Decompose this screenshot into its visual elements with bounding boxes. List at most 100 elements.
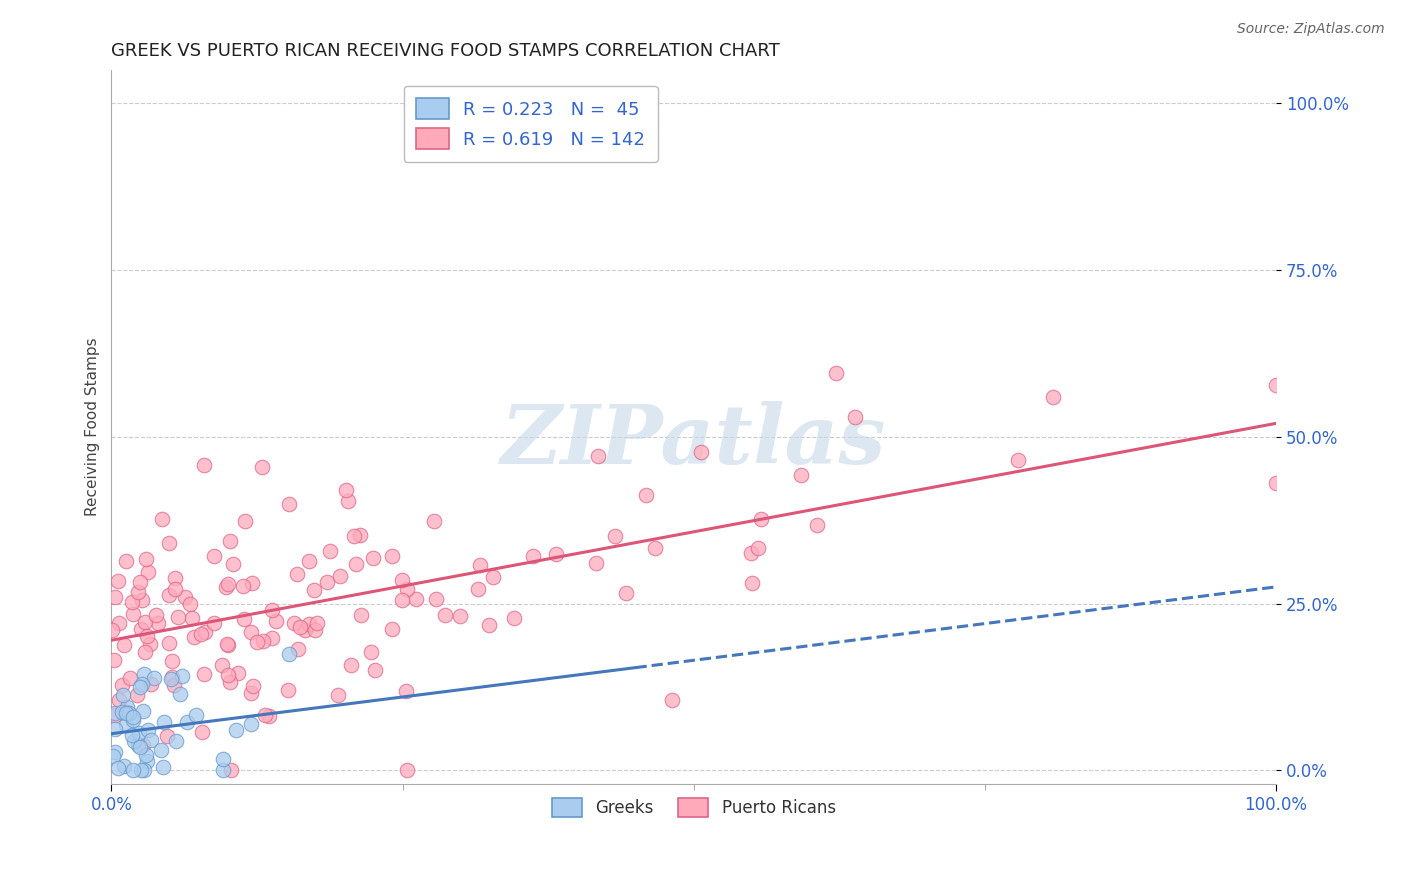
Point [260,632,283,646]
Point [163,582,186,597]
Point [423,514,446,528]
Point [546,547,568,561]
Point [740,546,762,560]
Point [294,623,316,637]
Point [217,637,239,651]
Point [232,612,254,626]
Point [288,620,311,634]
Point [349,528,371,542]
Point [122,710,145,724]
Point [1265,476,1288,491]
Point [304,623,326,637]
Point [425,591,447,606]
Y-axis label: Receiving Food Stamps: Receiving Food Stamps [86,337,100,516]
Point [661,692,683,706]
Point [825,366,848,380]
Point [218,533,240,548]
Point [115,718,138,732]
Point [252,633,274,648]
Point [254,707,277,722]
Point [104,746,127,760]
Point [287,642,309,657]
Point [107,574,129,588]
Point [790,467,813,482]
Point [603,529,626,543]
Point [1265,377,1288,392]
Point [101,624,124,638]
Point [361,551,384,566]
Point [222,557,245,571]
Point [335,483,357,497]
Point [194,624,217,639]
Point [117,700,139,714]
Point [150,742,173,756]
Point [180,610,202,624]
Point [225,723,247,737]
Point [134,645,156,659]
Point [132,738,155,752]
Point [129,623,152,637]
Point [360,645,382,659]
Point [153,714,176,729]
Point [522,549,544,563]
Point [298,617,321,632]
Point [741,575,763,590]
Point [139,677,162,691]
Legend: Greeks, Puerto Ricans: Greeks, Puerto Ricans [543,789,844,825]
Point [337,493,360,508]
Point [122,734,145,748]
Point [449,608,471,623]
Text: ZIPatlas: ZIPatlas [501,401,887,481]
Point [103,722,125,736]
Point [340,657,363,672]
Point [166,609,188,624]
Point [104,706,127,720]
Point [111,705,134,719]
Point [115,705,138,719]
Point [193,667,215,681]
Point [749,512,772,526]
Point [191,724,214,739]
Point [127,688,149,702]
Point [350,607,373,622]
Point [132,704,155,718]
Point [467,582,489,596]
Point [264,615,287,629]
Point [381,622,404,636]
Point [302,583,325,598]
Point [219,674,242,689]
Point [129,575,152,590]
Point [143,671,166,685]
Point [1042,390,1064,404]
Point [111,678,134,692]
Point [212,763,235,777]
Point [277,497,299,511]
Point [747,541,769,555]
Point [129,739,152,754]
Point [112,759,135,773]
Point [112,638,135,652]
Point [343,529,366,543]
Point [260,603,283,617]
Point [278,647,301,661]
Point [246,635,269,649]
Point [169,687,191,701]
Point [152,760,174,774]
Point [614,585,637,599]
Point [139,733,162,747]
Point [131,593,153,607]
Point [644,541,666,556]
Point [160,653,183,667]
Point [319,544,342,558]
Point [174,590,197,604]
Point [160,672,183,686]
Point [482,569,505,583]
Point [121,714,143,728]
Point [179,597,201,611]
Point [326,688,349,702]
Point [190,626,212,640]
Point [202,616,225,631]
Point [135,748,157,763]
Point [139,637,162,651]
Point [132,667,155,681]
